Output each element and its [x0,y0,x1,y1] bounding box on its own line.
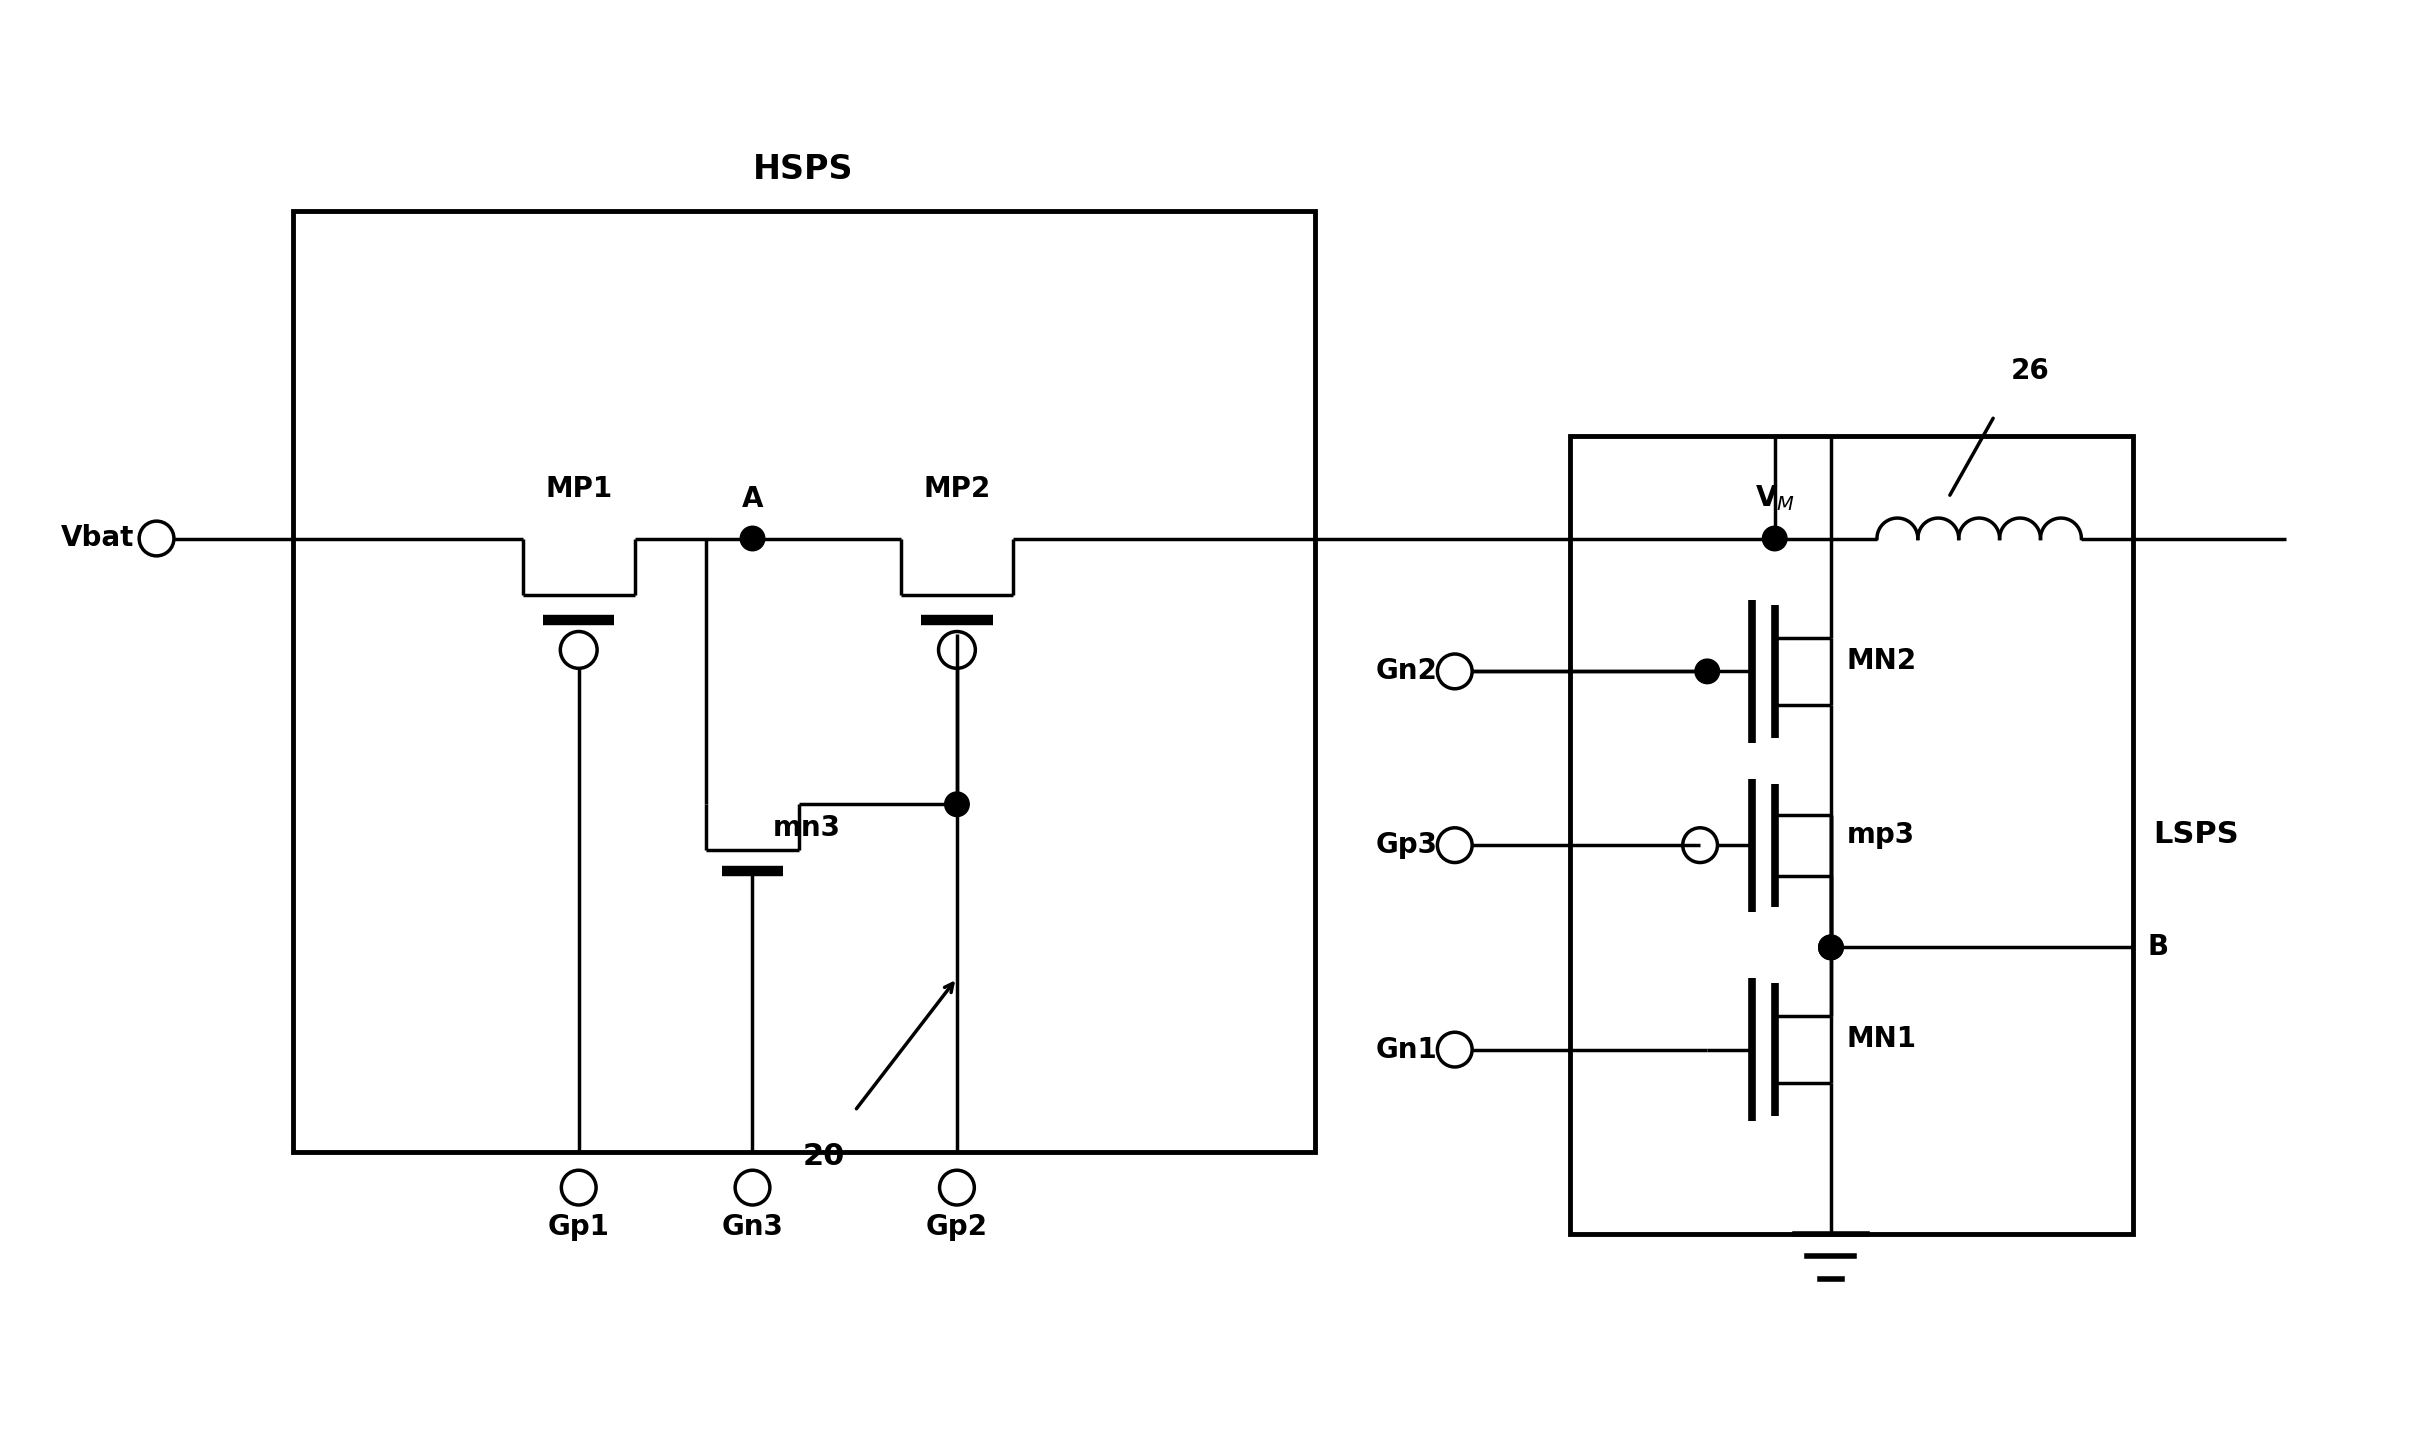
Text: A: A [742,486,764,513]
Text: Gn2: Gn2 [1375,657,1438,685]
Text: Gn1: Gn1 [1375,1036,1438,1064]
Circle shape [946,792,970,816]
Text: MP1: MP1 [546,475,611,503]
Text: 20: 20 [803,1142,846,1170]
Text: V$_M$: V$_M$ [1756,483,1794,513]
Text: MN2: MN2 [1845,647,1916,675]
Text: mn3: mn3 [774,815,841,842]
Text: LSPS: LSPS [2153,821,2238,850]
Text: MP2: MP2 [924,475,989,503]
Circle shape [740,526,764,551]
Text: HSPS: HSPS [754,153,854,186]
Circle shape [1695,659,1719,683]
Text: Gp1: Gp1 [548,1214,609,1241]
Text: B: B [2149,933,2168,961]
Text: Gp3: Gp3 [1375,831,1438,860]
Text: MN1: MN1 [1845,1026,1916,1053]
Circle shape [1819,935,1843,959]
Circle shape [1763,526,1787,551]
Circle shape [1819,935,1843,959]
Text: mp3: mp3 [1845,821,1913,850]
Text: 26: 26 [2010,357,2049,386]
Text: Gp2: Gp2 [926,1214,987,1241]
Text: Vbat: Vbat [61,525,133,552]
Text: Gn3: Gn3 [723,1214,783,1241]
